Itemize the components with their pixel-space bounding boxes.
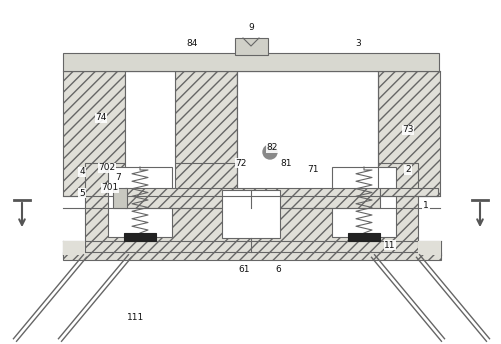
Text: 1: 1 bbox=[423, 201, 429, 209]
Bar bbox=[332, 167, 396, 237]
Text: 11: 11 bbox=[384, 240, 396, 249]
Bar bbox=[175, 71, 237, 196]
Text: 4: 4 bbox=[79, 168, 85, 176]
Text: 5: 5 bbox=[79, 189, 85, 197]
Text: 701: 701 bbox=[101, 183, 119, 193]
Text: 82: 82 bbox=[267, 143, 278, 152]
Bar bbox=[108, 167, 172, 237]
Text: 2: 2 bbox=[405, 165, 411, 174]
Bar bbox=[63, 252, 441, 260]
Bar bbox=[237, 71, 378, 196]
Bar bbox=[125, 188, 380, 208]
Bar bbox=[85, 241, 418, 255]
Text: 9: 9 bbox=[248, 23, 254, 32]
Bar bbox=[222, 190, 280, 238]
Bar bbox=[63, 71, 125, 196]
Text: 73: 73 bbox=[402, 126, 414, 135]
Bar bbox=[348, 233, 380, 241]
Bar bbox=[380, 188, 438, 196]
Bar bbox=[85, 163, 418, 243]
Bar bbox=[63, 241, 85, 255]
Bar bbox=[418, 241, 441, 255]
Text: 6: 6 bbox=[275, 266, 281, 275]
Text: 111: 111 bbox=[127, 313, 145, 323]
Bar bbox=[125, 71, 175, 196]
Text: 74: 74 bbox=[95, 114, 107, 122]
Circle shape bbox=[263, 145, 277, 159]
Bar bbox=[63, 53, 439, 71]
Bar bbox=[113, 188, 127, 208]
Text: 61: 61 bbox=[238, 266, 250, 275]
Text: 84: 84 bbox=[186, 40, 198, 49]
Text: 71: 71 bbox=[307, 165, 319, 174]
Text: 81: 81 bbox=[280, 159, 292, 168]
Text: 3: 3 bbox=[355, 40, 361, 49]
Text: 702: 702 bbox=[98, 163, 116, 172]
Text: 7: 7 bbox=[115, 173, 121, 183]
Bar bbox=[235, 38, 268, 55]
Bar bbox=[124, 233, 156, 241]
Bar bbox=[378, 71, 440, 196]
Text: 72: 72 bbox=[235, 159, 246, 168]
